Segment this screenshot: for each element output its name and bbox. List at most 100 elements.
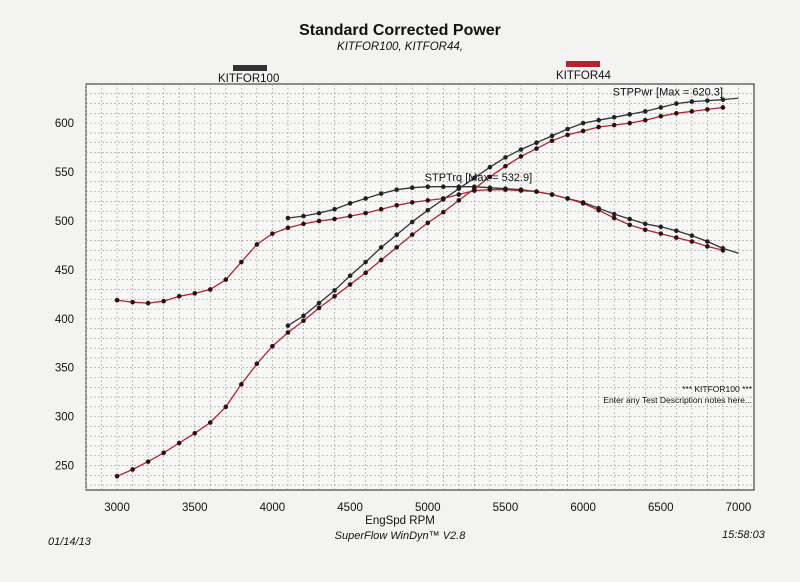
kitfor44-torque-point <box>130 299 135 305</box>
x-tick-label: 6000 <box>570 502 596 514</box>
kitfor44-torque-point <box>316 218 322 224</box>
kitfor44-torque-point <box>642 227 648 233</box>
torque-max-annotation: STPTrq [Max = 532.9] <box>425 172 533 184</box>
kitfor100-torque-point <box>347 201 353 206</box>
kitfor44-power-point <box>689 109 695 114</box>
kitfor44-power-point <box>611 122 617 128</box>
kitfor44-torque-point <box>503 187 508 192</box>
kitfor44-power-point <box>565 132 570 138</box>
x-tick-label: 4500 <box>337 502 363 514</box>
kitfor100-torque-point <box>642 221 648 227</box>
kitfor44-power-point <box>658 113 664 119</box>
kitfor44-torque-line <box>117 189 724 304</box>
plot-area <box>85 83 755 491</box>
kitfor44-power-point <box>239 382 244 387</box>
x-tick-label: 5000 <box>415 502 441 514</box>
kitfor44-power-point <box>114 474 120 479</box>
kitfor44-power-point <box>285 330 291 335</box>
kitfor100-power-point <box>347 273 353 279</box>
x-tick-label: 5500 <box>493 502 519 514</box>
kitfor100-power-point <box>285 323 291 328</box>
kitfor44-torque-point <box>114 297 120 303</box>
kitfor44-torque-point <box>565 196 570 201</box>
kitfor100-torque-point <box>705 239 710 244</box>
kitfor44-power-point <box>223 404 229 410</box>
kitfor100-torque-point <box>611 211 617 217</box>
legend-label-kitfor100: KITFOR100 <box>218 73 280 85</box>
kitfor44-torque-point <box>627 222 633 228</box>
kitfor44-torque-point <box>487 187 493 192</box>
kitfor44-power-point <box>347 282 353 287</box>
kitfor100-torque-point <box>285 215 291 221</box>
kitfor100-power-point <box>394 232 399 237</box>
kitfor100-torque-point <box>441 184 446 190</box>
kitfor100-torque-point <box>409 185 415 191</box>
kitfor44-torque-point <box>472 188 477 193</box>
kitfor100-torque-point <box>456 184 462 190</box>
kitfor44-power-point <box>674 111 679 116</box>
kitfor100-power-point <box>518 147 524 152</box>
kitfor100-power-point <box>487 164 493 170</box>
kitfor44-torque-point <box>580 201 586 206</box>
kitfor44-torque-point <box>611 215 617 221</box>
y-tick-label: 500 <box>55 216 74 228</box>
y-tick-label: 550 <box>55 167 74 179</box>
kitfor100-power-point <box>658 105 664 110</box>
kitfor100-power-point <box>316 300 322 306</box>
kitfor100-power-point <box>611 114 617 120</box>
kitfor100-power-point <box>596 117 601 123</box>
kitfor44-torque-point <box>270 231 275 236</box>
x-tick-label: 6500 <box>648 502 674 514</box>
y-tick-label: 600 <box>55 118 74 130</box>
kitfor44-torque-point <box>534 189 539 194</box>
kitfor100-power-point <box>565 126 570 132</box>
kitfor44-torque-point <box>518 188 524 193</box>
kitfor100-power-point <box>627 112 633 117</box>
kitfor44-power-point <box>720 105 726 110</box>
kitfor100-power-point <box>301 313 306 319</box>
chart-title: Standard Corrected Power <box>299 22 501 39</box>
kitfor44-torque-point <box>254 242 260 247</box>
kitfor44-power-point <box>534 146 539 151</box>
power-max-annotation: STPPwr [Max = 620.3] <box>613 87 723 99</box>
kitfor100-torque-tail <box>722 247 739 254</box>
kitfor44-power-point <box>487 174 493 180</box>
kitfor44-power-point <box>441 209 446 215</box>
kitfor100-power-point <box>363 259 368 265</box>
kitfor100-power-point <box>409 219 415 225</box>
kitfor44-power-point <box>627 120 633 126</box>
kitfor44-torque-point <box>549 192 555 197</box>
kitfor44-torque-point <box>207 287 213 292</box>
kitfor100-power-point <box>705 98 710 103</box>
kitfor100-torque-point <box>316 210 322 216</box>
x-tick-label: 4000 <box>260 502 286 514</box>
kitfor44-power-point <box>518 154 524 159</box>
footer-app-name: SuperFlow WinDyn™ V2.8 <box>334 530 466 542</box>
kitfor44-power-point <box>176 440 182 446</box>
kitfor44-torque-point <box>689 239 695 244</box>
kitfor100-torque-point <box>425 184 431 190</box>
kitfor44-torque-point <box>674 235 679 240</box>
kitfor44-power-point <box>378 257 384 263</box>
kitfor44-torque-point <box>441 196 446 201</box>
kitfor100-power-tail <box>722 97 739 101</box>
kitfor44-torque-point <box>301 221 306 227</box>
kitfor100-torque-point <box>394 187 399 192</box>
kitfor44-power-point <box>409 232 415 237</box>
kitfor44-torque-point <box>705 244 710 249</box>
kitfor100-power-point <box>472 175 477 181</box>
kitfor44-torque-point <box>176 293 182 299</box>
kitfor44-power-point <box>192 430 198 436</box>
y-tick-label: 450 <box>55 265 74 277</box>
kitfor44-torque-point <box>145 300 151 306</box>
x-tick-label: 3500 <box>182 502 208 514</box>
kitfor44-power-point <box>394 245 399 250</box>
kitfor44-power-point <box>503 163 508 169</box>
kitfor44-power-point <box>596 124 601 130</box>
kitfor44-torque-point <box>425 198 431 203</box>
kitfor44-torque-point <box>192 291 198 296</box>
legend-swatch-kitfor100 <box>233 65 267 71</box>
y-tick-label: 400 <box>55 314 74 326</box>
x-axis-label: EngSpd RPM <box>365 515 435 527</box>
kitfor44-power-point <box>642 117 648 123</box>
